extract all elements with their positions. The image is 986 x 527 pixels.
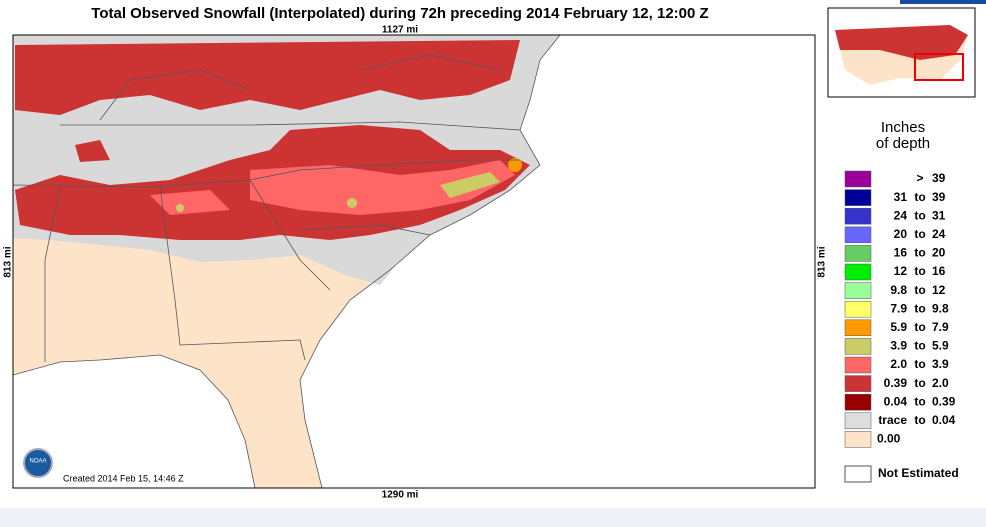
title: Total Observed Snowfall (Interpolated) d… — [91, 5, 708, 22]
legend-low: 5.9 — [890, 320, 907, 334]
legend-high: 39 — [932, 190, 946, 204]
top-scale: 1127 mi — [382, 25, 418, 36]
legend-high: 24 — [932, 227, 946, 241]
legend-label: 0.00 — [877, 432, 901, 446]
inset-highlight — [914, 53, 964, 81]
boundaries — [13, 35, 561, 488]
legend-high: 12 — [932, 283, 946, 297]
left-scale: 813 mi — [3, 246, 14, 277]
map: NOAA Created 2014 Feb 15, 14:46 Z — [12, 34, 816, 489]
legend-low: 9.8 — [890, 283, 907, 297]
legend-sep: to — [914, 339, 925, 353]
not-estimated-swatch — [844, 465, 872, 483]
map-frame — [12, 34, 816, 489]
legend-high: 31 — [932, 208, 946, 222]
legend-high: 0.04 — [932, 413, 956, 427]
legend-title: of depth — [876, 135, 930, 152]
legend-swatch — [844, 170, 872, 188]
legend-swatch — [844, 263, 872, 281]
legend-high: 16 — [932, 264, 946, 278]
legend-low: 0.04 — [884, 394, 908, 408]
legend-sep: to — [914, 190, 925, 204]
legend-sep: to — [914, 320, 925, 334]
credit: Created 2014 Feb 15, 14:46 Z — [63, 473, 184, 483]
inset-map — [827, 7, 976, 98]
legend-sep: to — [914, 283, 925, 297]
top-bar — [900, 0, 986, 4]
legend-high: 9.8 — [932, 301, 949, 315]
legend-high: 0.39 — [932, 394, 956, 408]
legend-swatch — [844, 300, 872, 318]
logo-text: NOAA — [29, 459, 46, 465]
legend-high: 39 — [932, 171, 946, 185]
legend-sep: to — [914, 208, 925, 222]
legend-low: 3.9 — [890, 339, 907, 353]
legend-sep: > — [916, 171, 923, 185]
legend-swatch — [844, 431, 872, 448]
legend-low: 31 — [894, 190, 908, 204]
heaviest-snow — [176, 158, 522, 212]
legend-sep: to — [914, 301, 925, 315]
legend-sep: to — [914, 227, 925, 241]
legend-low: 0.39 — [884, 376, 908, 390]
legend-title: Inches — [881, 119, 925, 136]
legend-low: 20 — [894, 227, 908, 241]
legend-swatch — [844, 282, 872, 299]
legend-low: 12 — [894, 264, 908, 278]
heavy-snow — [150, 160, 515, 215]
legend-sep: to — [914, 357, 925, 371]
right-scale: 813 mi — [817, 246, 828, 277]
legend-sep: to — [914, 394, 925, 408]
legend-sep: to — [914, 264, 925, 278]
legend-swatch — [844, 338, 872, 355]
legend-low: 16 — [894, 246, 908, 260]
legend-swatch — [844, 356, 872, 374]
legend-sep: to — [914, 376, 925, 390]
inset-snow — [835, 25, 968, 60]
legend-swatch — [844, 319, 872, 337]
footer-band — [0, 508, 986, 527]
legend-swatch — [844, 189, 872, 206]
legend-swatch — [844, 412, 872, 430]
legend-swatch — [844, 375, 872, 392]
bottom-scale: 1290 mi — [382, 490, 419, 501]
legend-low: 24 — [894, 208, 908, 222]
legend-swatch — [844, 245, 872, 262]
not-estimated-label: Not Estimated — [878, 466, 959, 480]
noaa-logo: NOAA — [23, 448, 53, 478]
legend-high: 20 — [932, 246, 946, 260]
legend-high: 2.0 — [932, 376, 949, 390]
legend-sep: to — [914, 413, 925, 427]
legend-low: 2.0 — [890, 357, 907, 371]
legend-low: 7.9 — [890, 301, 907, 315]
legend-high: 3.9 — [932, 357, 949, 371]
legend-high: 7.9 — [932, 320, 949, 334]
legend-swatch — [844, 226, 872, 244]
legend-swatch — [844, 393, 872, 411]
legend-high: 5.9 — [932, 339, 949, 353]
legend-swatch — [844, 207, 872, 225]
legend-low: trace — [878, 413, 907, 427]
legend-sep: to — [914, 246, 925, 260]
